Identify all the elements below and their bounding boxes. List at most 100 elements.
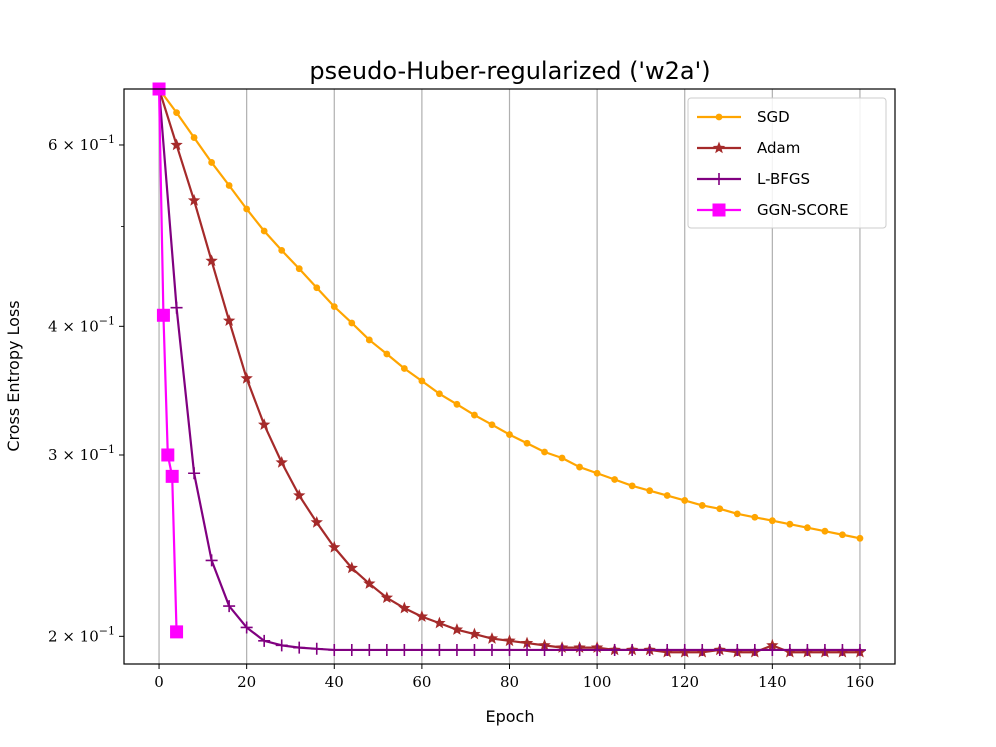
data-point-sgd bbox=[243, 205, 251, 213]
data-point-l-bfgs bbox=[328, 643, 341, 656]
data-point-sgd bbox=[436, 390, 443, 398]
chart-title: pseudo-Huber-regularized ('w2a') bbox=[309, 57, 710, 85]
data-point-sgd bbox=[716, 505, 724, 513]
data-point-l-bfgs bbox=[853, 643, 866, 656]
data-point-sgd bbox=[400, 365, 408, 372]
data-point-adam bbox=[258, 418, 271, 430]
data-point-l-bfgs bbox=[521, 643, 534, 656]
legend-box bbox=[687, 97, 887, 229]
legend-label-l-bfgs: L-BFGS bbox=[757, 170, 810, 188]
x-tick-label: 100 bbox=[583, 673, 612, 691]
data-point-sgd bbox=[208, 159, 216, 166]
data-point-ggn-score bbox=[156, 308, 170, 322]
data-point-adam bbox=[363, 577, 376, 589]
data-point-l-bfgs bbox=[731, 643, 744, 656]
data-point-adam bbox=[293, 489, 306, 501]
data-point-adam bbox=[398, 601, 411, 614]
x-tick-label: 60 bbox=[412, 673, 431, 691]
data-point-l-bfgs bbox=[415, 643, 428, 656]
data-point-l-bfgs bbox=[538, 643, 551, 656]
data-point-sgd bbox=[803, 524, 811, 532]
data-point-l-bfgs bbox=[293, 641, 306, 654]
data-point-sgd bbox=[225, 182, 233, 189]
data-point-sgd bbox=[278, 247, 286, 254]
data-point-l-bfgs bbox=[380, 643, 393, 656]
x-tick-label: 40 bbox=[325, 673, 344, 691]
data-point-sgd bbox=[523, 439, 531, 447]
x-axis: 0 20 40 60 80 100 120 140 160 bbox=[154, 664, 874, 691]
data-point-l-bfgs bbox=[363, 643, 376, 656]
data-point-l-bfgs bbox=[696, 643, 709, 656]
data-point-adam bbox=[433, 616, 446, 629]
data-point-sgd bbox=[839, 531, 846, 539]
data-point-l-bfgs bbox=[258, 634, 271, 647]
data-point-sgd bbox=[453, 400, 461, 408]
data-point-l-bfgs bbox=[398, 643, 411, 656]
data-point-l-bfgs bbox=[661, 643, 674, 656]
y-tick-exponent: −1 bbox=[99, 133, 115, 146]
data-point-ggn-score bbox=[165, 469, 179, 483]
data-point-ggn-score bbox=[161, 448, 175, 462]
data-point-sgd bbox=[383, 350, 391, 358]
x-tick-label: 120 bbox=[670, 673, 699, 691]
legend: SGD Adam L-BFGS GGN-SCORE bbox=[687, 97, 887, 229]
y-tick-label: 6 × 10−1 bbox=[48, 133, 115, 154]
data-point-adam bbox=[205, 254, 218, 267]
data-point-l-bfgs bbox=[801, 643, 814, 656]
data-point-l-bfgs bbox=[713, 643, 726, 656]
data-point-l-bfgs bbox=[556, 643, 569, 656]
data-point-l-bfgs bbox=[766, 643, 779, 656]
data-point-adam bbox=[450, 623, 464, 635]
x-tick-label: 20 bbox=[237, 673, 256, 691]
data-point-adam bbox=[275, 456, 288, 468]
data-point-sgd bbox=[663, 492, 671, 499]
data-point-l-bfgs bbox=[310, 642, 323, 655]
data-point-adam bbox=[240, 371, 253, 384]
data-point-sgd bbox=[628, 482, 636, 490]
data-point-l-bfgs bbox=[748, 643, 761, 656]
data-point-adam bbox=[468, 627, 481, 640]
data-point-sgd bbox=[733, 510, 741, 518]
data-point-sgd bbox=[471, 411, 478, 419]
x-tick-label: 160 bbox=[846, 673, 875, 691]
y-tick-label: 3 × 10−1 bbox=[48, 443, 115, 464]
legend-marker-l-bfgs bbox=[713, 173, 725, 185]
y-tick-mantissa: 4 × 10 bbox=[48, 317, 99, 335]
data-point-l-bfgs bbox=[783, 643, 796, 656]
data-point-l-bfgs bbox=[170, 301, 183, 314]
data-point-sgd bbox=[821, 527, 829, 535]
y-tick-mantissa: 6 × 10 bbox=[48, 136, 99, 154]
y-axis-label: Cross Entropy Loss bbox=[4, 300, 23, 451]
data-point-l-bfgs bbox=[468, 643, 481, 656]
data-point-l-bfgs bbox=[345, 643, 358, 656]
data-point-adam bbox=[222, 314, 236, 327]
data-point-sgd bbox=[751, 513, 759, 521]
data-point-sgd bbox=[576, 463, 583, 471]
data-point-adam bbox=[380, 591, 394, 604]
data-point-l-bfgs bbox=[573, 643, 586, 656]
y-tick-label: 4 × 10−1 bbox=[48, 314, 115, 335]
data-point-l-bfgs bbox=[643, 643, 656, 656]
data-point-sgd bbox=[313, 284, 321, 292]
data-point-l-bfgs bbox=[678, 643, 691, 656]
data-point-l-bfgs bbox=[433, 643, 446, 656]
data-point-sgd bbox=[611, 476, 619, 483]
legend-marker-ggn-score bbox=[712, 203, 726, 217]
data-point-adam bbox=[328, 540, 341, 553]
data-point-sgd bbox=[786, 520, 794, 528]
data-point-sgd bbox=[506, 431, 513, 438]
y-tick-exponent: −1 bbox=[99, 624, 115, 637]
data-point-l-bfgs bbox=[503, 643, 516, 656]
data-point-l-bfgs bbox=[450, 643, 463, 656]
data-point-l-bfgs bbox=[485, 643, 498, 656]
data-point-adam bbox=[170, 138, 183, 151]
data-point-adam bbox=[345, 561, 358, 574]
data-point-l-bfgs bbox=[188, 467, 201, 480]
data-point-l-bfgs bbox=[240, 621, 253, 634]
data-point-sgd bbox=[190, 134, 198, 141]
data-point-l-bfgs bbox=[223, 600, 236, 613]
data-point-ggn-score bbox=[170, 625, 184, 639]
y-tick-exponent: −1 bbox=[99, 443, 115, 456]
data-point-sgd bbox=[295, 265, 303, 273]
